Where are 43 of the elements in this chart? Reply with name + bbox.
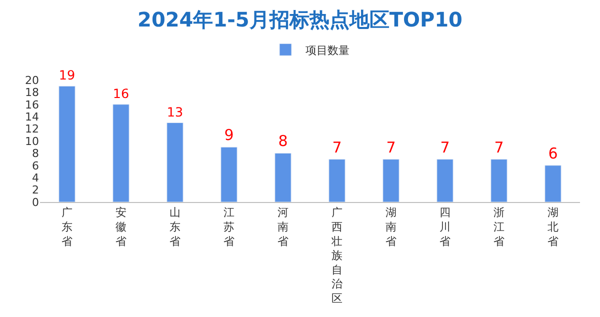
y-tick-label: 4 bbox=[32, 171, 39, 184]
data-label: 13 bbox=[166, 104, 184, 120]
y-tick-label: 18 bbox=[25, 86, 39, 100]
x-tick-label: 山东省 bbox=[170, 206, 180, 248]
bar bbox=[382, 159, 400, 202]
bar bbox=[436, 159, 454, 202]
bar bbox=[166, 122, 184, 202]
x-tick-label: 广东省 bbox=[62, 206, 72, 248]
y-tick-label: 6 bbox=[32, 159, 39, 172]
bar bbox=[220, 146, 238, 202]
data-label: 19 bbox=[58, 68, 76, 83]
bar bbox=[112, 104, 130, 202]
chart-title: 2024年1-5月招标热点地区TOP10 bbox=[138, 8, 462, 32]
bar bbox=[544, 165, 562, 202]
bar bbox=[490, 159, 508, 202]
data-label: 7 bbox=[440, 138, 450, 156]
data-label: 6 bbox=[548, 144, 558, 162]
x-tick-label: 江苏省 bbox=[224, 206, 234, 248]
y-tick-label: 8 bbox=[32, 147, 39, 160]
bar bbox=[58, 86, 76, 202]
y-tick-label: 12 bbox=[25, 122, 39, 136]
data-label: 7 bbox=[332, 138, 342, 156]
data-label: 7 bbox=[494, 138, 504, 156]
x-tick-label: 湖南省 bbox=[386, 206, 396, 248]
bar bbox=[274, 152, 292, 202]
y-tick-label: 2 bbox=[32, 184, 39, 197]
y-tick-label: 10 bbox=[25, 134, 39, 148]
bar bbox=[328, 159, 346, 202]
x-tick-label: 河南省 bbox=[278, 206, 288, 248]
data-label: 16 bbox=[112, 86, 130, 102]
x-tick-label: 浙江省 bbox=[494, 206, 504, 248]
y-tick-label: 20 bbox=[25, 74, 39, 87]
data-label: 7 bbox=[386, 138, 396, 156]
x-tick-label: 湖北省 bbox=[548, 206, 558, 248]
data-label: 8 bbox=[278, 132, 288, 150]
x-tick-label: 四川省 bbox=[440, 206, 450, 248]
x-tick-label: 广西壮族自治区 bbox=[330, 206, 342, 305]
data-label: 9 bbox=[224, 126, 234, 144]
y-tick-label: 14 bbox=[25, 110, 39, 124]
legend-label: 项目数量 bbox=[306, 44, 350, 57]
x-tick-label: 安徽省 bbox=[116, 206, 126, 248]
y-tick-label: 16 bbox=[25, 98, 39, 112]
y-tick-label: 0 bbox=[32, 196, 39, 209]
